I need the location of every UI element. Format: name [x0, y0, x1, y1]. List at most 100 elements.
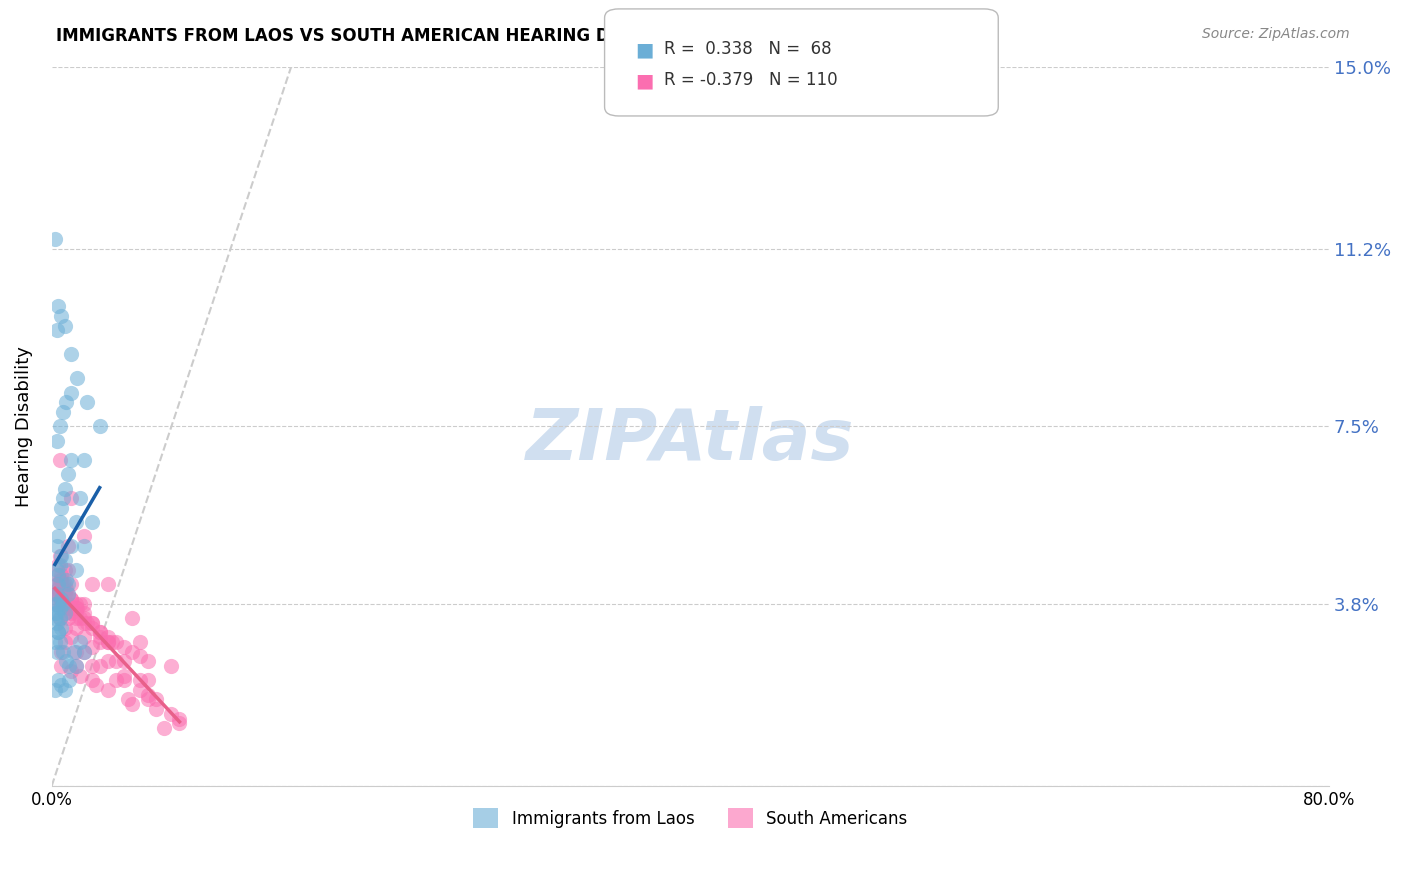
South Americans	[65, 597, 87, 611]
South Americans	[53, 563, 76, 577]
South Americans	[55, 582, 77, 597]
South Americans	[80, 659, 103, 673]
Immigrants from Laos	[53, 682, 76, 697]
South Americans	[89, 635, 111, 649]
Text: IMMIGRANTS FROM LAOS VS SOUTH AMERICAN HEARING DISABILITY CORRELATION CHART: IMMIGRANTS FROM LAOS VS SOUTH AMERICAN H…	[56, 27, 905, 45]
Immigrants from Laos	[69, 635, 91, 649]
South Americans	[89, 659, 111, 673]
Immigrants from Laos	[59, 347, 82, 361]
South Americans	[160, 706, 183, 721]
Immigrants from Laos	[73, 452, 96, 467]
Immigrants from Laos	[46, 673, 69, 688]
Immigrants from Laos	[48, 419, 70, 434]
South Americans	[169, 712, 191, 726]
South Americans	[46, 587, 69, 601]
South Americans	[121, 644, 143, 658]
Immigrants from Laos	[52, 491, 75, 505]
South Americans	[59, 591, 82, 606]
Immigrants from Laos	[76, 395, 98, 409]
Immigrants from Laos	[51, 549, 73, 563]
Immigrants from Laos	[45, 323, 67, 337]
South Americans	[145, 692, 167, 706]
South Americans	[97, 577, 120, 591]
Immigrants from Laos	[48, 558, 70, 573]
South Americans	[128, 682, 150, 697]
Immigrants from Laos	[48, 611, 70, 625]
Immigrants from Laos	[89, 419, 111, 434]
South Americans	[73, 611, 96, 625]
Immigrants from Laos	[80, 515, 103, 529]
Text: ■: ■	[636, 40, 654, 59]
South Americans	[69, 668, 91, 682]
South Americans	[56, 587, 79, 601]
South Americans	[73, 644, 96, 658]
South Americans	[101, 635, 124, 649]
Immigrants from Laos	[59, 539, 82, 553]
South Americans	[128, 673, 150, 688]
South Americans	[86, 678, 108, 692]
Immigrants from Laos	[73, 644, 96, 658]
Immigrants from Laos	[73, 539, 96, 553]
South Americans	[48, 587, 70, 601]
South Americans	[45, 567, 67, 582]
Text: ■: ■	[636, 71, 654, 90]
Immigrants from Laos	[55, 573, 77, 587]
Immigrants from Laos	[55, 654, 77, 668]
Immigrants from Laos	[45, 615, 67, 630]
South Americans	[53, 635, 76, 649]
Immigrants from Laos	[48, 635, 70, 649]
South Americans	[121, 698, 143, 712]
South Americans	[169, 716, 191, 731]
Text: ZIPAtlas: ZIPAtlas	[526, 406, 855, 475]
South Americans	[51, 567, 73, 582]
Immigrants from Laos	[52, 597, 75, 611]
South Americans	[112, 673, 135, 688]
South Americans	[46, 582, 69, 597]
South Americans	[51, 659, 73, 673]
Immigrants from Laos	[51, 500, 73, 515]
South Americans	[117, 692, 139, 706]
South Americans	[44, 587, 66, 601]
Immigrants from Laos	[44, 597, 66, 611]
South Americans	[56, 601, 79, 615]
Immigrants from Laos	[44, 606, 66, 620]
South Americans	[160, 659, 183, 673]
Immigrants from Laos	[51, 621, 73, 635]
South Americans	[80, 621, 103, 635]
Immigrants from Laos	[56, 467, 79, 482]
South Americans	[65, 621, 87, 635]
South Americans	[59, 664, 82, 678]
South Americans	[97, 630, 120, 644]
South Americans	[73, 630, 96, 644]
Immigrants from Laos	[53, 482, 76, 496]
South Americans	[97, 635, 120, 649]
Immigrants from Laos	[65, 563, 87, 577]
South Americans	[65, 644, 87, 658]
South Americans	[104, 673, 127, 688]
South Americans	[121, 611, 143, 625]
Immigrants from Laos	[46, 299, 69, 313]
Immigrants from Laos	[66, 371, 89, 385]
South Americans	[112, 654, 135, 668]
Immigrants from Laos	[46, 597, 69, 611]
South Americans	[56, 611, 79, 625]
Immigrants from Laos	[53, 553, 76, 567]
South Americans	[53, 577, 76, 591]
South Americans	[48, 573, 70, 587]
South Americans	[145, 702, 167, 716]
Immigrants from Laos	[53, 318, 76, 333]
South Americans	[59, 601, 82, 615]
South Americans	[46, 587, 69, 601]
South Americans	[48, 549, 70, 563]
Immigrants from Laos	[56, 587, 79, 601]
South Americans	[73, 615, 96, 630]
Immigrants from Laos	[51, 678, 73, 692]
South Americans	[59, 630, 82, 644]
Immigrants from Laos	[45, 606, 67, 620]
South Americans	[136, 692, 159, 706]
South Americans	[52, 577, 75, 591]
South Americans	[59, 606, 82, 620]
South Americans	[80, 577, 103, 591]
Immigrants from Laos	[44, 635, 66, 649]
South Americans	[136, 654, 159, 668]
